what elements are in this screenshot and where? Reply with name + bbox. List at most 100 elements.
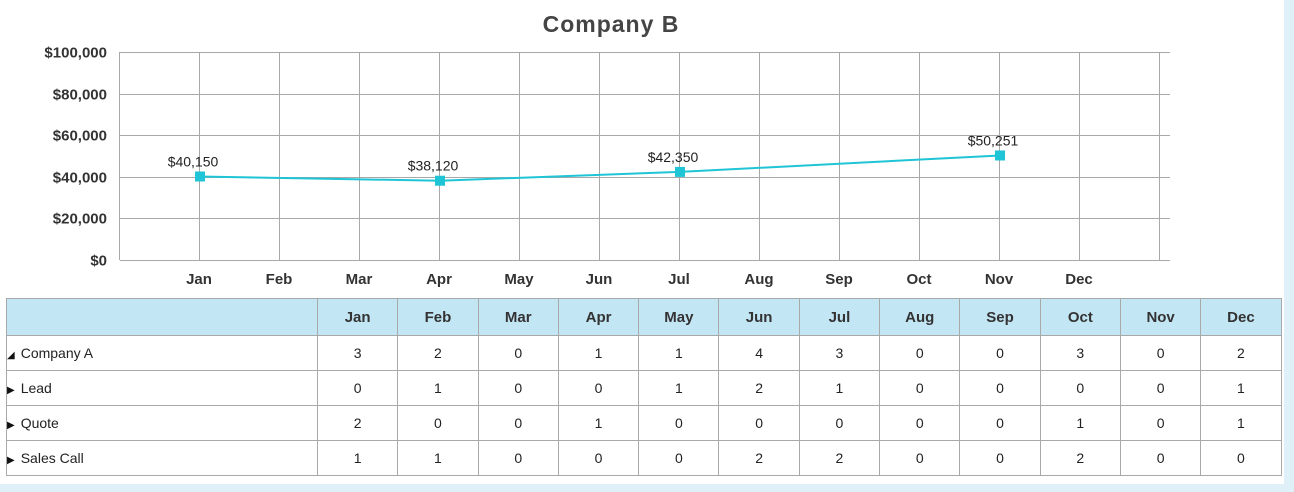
row-header: ▶ Sales Call	[6, 440, 318, 476]
grid-header-cell[interactable]: May	[638, 298, 720, 336]
grid-cell[interactable]: 1	[557, 335, 640, 371]
grid-cell[interactable]: 1	[1200, 370, 1282, 406]
data-point-marker[interactable]	[675, 166, 685, 177]
grid-cell[interactable]: 1	[397, 440, 479, 476]
x-tick-label: Jan	[186, 271, 212, 288]
grid-cell[interactable]: 3	[316, 335, 399, 371]
grid-cell[interactable]: 0	[477, 405, 559, 441]
grid-cell[interactable]: 2	[316, 405, 399, 441]
grid-header-cell[interactable]: Sep	[959, 298, 1041, 336]
grid-cell[interactable]: 4	[718, 335, 800, 371]
grid-cell[interactable]: 2	[1200, 335, 1282, 371]
grid-header-cell[interactable]: Feb	[397, 298, 479, 336]
grid-cell[interactable]: 0	[477, 370, 559, 406]
grid-cell[interactable]: 0	[879, 405, 961, 441]
grid-cell[interactable]: 3	[798, 335, 881, 371]
grid-cell[interactable]: 0	[959, 440, 1041, 476]
grid-cell[interactable]: 0	[959, 370, 1041, 406]
grid-cell[interactable]: 0	[638, 440, 720, 476]
grid-cell[interactable]: 0	[1039, 370, 1121, 406]
grid-cell[interactable]: 0	[718, 405, 800, 441]
y-tick-label: $60,000	[53, 128, 107, 145]
grid-cell[interactable]: 0	[316, 370, 399, 406]
grid-cell[interactable]: 2	[718, 370, 800, 406]
grid-header-cell[interactable]: Mar	[477, 298, 559, 336]
expand-triangle-icon[interactable]: ▶	[7, 455, 15, 466]
grid-cell[interactable]: 2	[798, 440, 881, 476]
x-tick-label: May	[504, 271, 534, 288]
grid-cell[interactable]: 1	[397, 370, 479, 406]
grid-cell[interactable]: 0	[1119, 440, 1202, 476]
row-header: ▶ Lead	[6, 370, 318, 406]
grid-cell[interactable]: 0	[879, 370, 961, 406]
y-tick-label: $20,000	[53, 211, 107, 228]
grid-header-cell[interactable]: Jan	[316, 298, 399, 336]
pivot-grid: Jan Feb Mar Apr May Jun Jul Aug Sep Oct Nov Dec ◢ Co…	[6, 298, 1282, 476]
data-point-marker[interactable]	[195, 171, 205, 182]
grid-cell[interactable]: 0	[638, 405, 720, 441]
frame-border-right	[1284, 0, 1294, 492]
grid-cell[interactable]: 0	[397, 405, 479, 441]
grid-header-cell[interactable]: Nov	[1119, 298, 1202, 336]
y-tick-label: $40,000	[53, 170, 107, 187]
grid-cell[interactable]: 1	[798, 370, 881, 406]
grid-cell[interactable]: 0	[557, 370, 640, 406]
grid-row: ▶ Quote 2 0 0 1 0 0 0 0 0 1 0 1	[6, 405, 1282, 441]
grid-header-cell[interactable]: Oct	[1039, 298, 1121, 336]
expand-triangle-icon[interactable]: ▶	[7, 420, 15, 431]
grid-cell[interactable]: 0	[1119, 335, 1202, 371]
grid-cell[interactable]: 2	[397, 335, 479, 371]
grid-cell[interactable]: 0	[879, 440, 961, 476]
x-tick-label: Aug	[744, 271, 773, 288]
grid-cell[interactable]: 2	[718, 440, 800, 476]
grid-cell[interactable]: 0	[477, 440, 559, 476]
x-tick-label: Jun	[586, 271, 613, 288]
grid-cell[interactable]: 0	[879, 335, 961, 371]
grid-header-cell[interactable]: Aug	[879, 298, 961, 336]
grid-cell[interactable]: 0	[959, 335, 1041, 371]
x-tick-label: Mar	[346, 271, 373, 288]
grid-cell[interactable]: 1	[316, 440, 399, 476]
row-header-label: Lead	[20, 380, 52, 396]
x-tick-label: Nov	[985, 271, 1014, 288]
grid-header-cell[interactable]: Jul	[798, 298, 881, 336]
grid-cell[interactable]: 0	[1119, 405, 1202, 441]
grid-row: ▶ Lead 0 1 0 0 1 2 1 0 0 0 0 1	[6, 370, 1282, 406]
row-header-label: Sales Call	[20, 450, 84, 466]
data-point-marker[interactable]	[435, 175, 445, 186]
grid-cell[interactable]: 2	[1039, 440, 1121, 476]
grid-cell[interactable]: 1	[557, 405, 640, 441]
grid-row: ▶ Sales Call 1 1 0 0 0 2 2 0 0 2 0 0	[6, 440, 1282, 476]
grid-cell[interactable]: 1	[638, 335, 720, 371]
grid-header-cell[interactable]: Apr	[557, 298, 640, 336]
grid-cell[interactable]: 0	[798, 405, 881, 441]
frame-border-bottom	[0, 484, 1294, 492]
row-header: ▶ Quote	[6, 405, 318, 441]
y-tick-label: $80,000	[53, 87, 107, 104]
data-point-marker[interactable]	[995, 150, 1005, 161]
series-line	[199, 154, 1001, 182]
x-tick-label: Sep	[825, 271, 853, 288]
grid-cell[interactable]: 0	[1200, 440, 1282, 476]
x-tick-label: Oct	[906, 271, 931, 288]
grid-cell[interactable]: 1	[1039, 405, 1121, 441]
grid-header-cell[interactable]: Jun	[718, 298, 800, 336]
grid-cell[interactable]: 0	[1119, 370, 1202, 406]
grid-cell[interactable]: 1	[1200, 405, 1282, 441]
x-tick-label: Jul	[668, 271, 690, 288]
data-label: $40,150	[168, 153, 219, 169]
grid-cell[interactable]: 0	[477, 335, 559, 371]
grid-cell[interactable]: 3	[1039, 335, 1121, 371]
grid-cell[interactable]: 1	[638, 370, 720, 406]
grid-header-cell[interactable]: Dec	[1200, 298, 1282, 336]
grid-cell[interactable]: 0	[557, 440, 640, 476]
x-tick-label: Feb	[266, 271, 293, 288]
collapse-triangle-icon[interactable]: ◢	[7, 350, 15, 361]
data-label: $50,251	[968, 132, 1019, 148]
grid-cell[interactable]: 0	[959, 405, 1041, 441]
expand-triangle-icon[interactable]: ▶	[7, 385, 15, 396]
data-label: $38,120	[408, 158, 459, 174]
row-header-label: Quote	[20, 415, 59, 431]
data-label: $42,350	[648, 149, 699, 165]
